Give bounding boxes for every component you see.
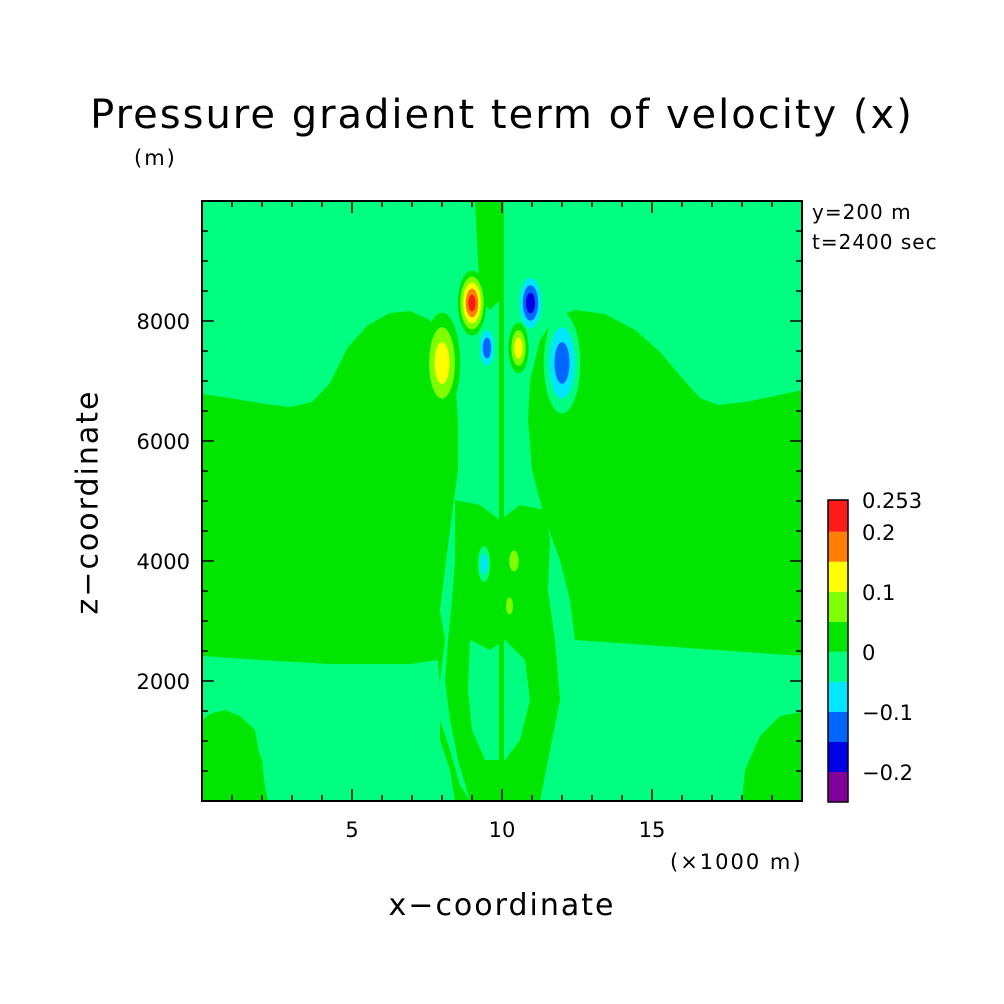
x-tick-label: 15 (639, 818, 666, 842)
colorbar-label: −0.2 (862, 761, 913, 785)
colorbar-swatch (828, 561, 848, 592)
x-axis-unit: (×1000 m) (670, 850, 803, 874)
contour-cell-0-level-4 (468, 294, 476, 312)
contour-cell-7-level-1 (509, 550, 519, 572)
y-axis-unit: (m) (134, 146, 177, 170)
x-tick-label: 5 (345, 818, 358, 842)
colorbar-swatch (828, 621, 848, 652)
colorbar-label: 0.2 (862, 521, 895, 545)
field-region-positive-right (528, 310, 802, 656)
y-tick-label: 2000 (137, 670, 190, 694)
annotation-t: t=2400 sec (812, 230, 938, 254)
contour-cell-4-level-2 (482, 337, 492, 359)
contour-cell-6-level-1 (480, 553, 488, 575)
contour-cell-3-level-2 (554, 342, 570, 384)
field-region-negative-lowerleft (202, 656, 455, 801)
y-tick-label: 6000 (137, 430, 190, 454)
y-tick-label: 4000 (137, 550, 190, 574)
annotation-y: y=200 m (812, 200, 912, 224)
colorbar-swatch (828, 681, 848, 712)
colorbar-frame (827, 499, 849, 803)
colorbar-swatch (828, 500, 848, 532)
colorbar-swatch (828, 651, 848, 682)
contour-cell-2-level-2 (434, 342, 450, 384)
colorbar-swatch (828, 531, 848, 562)
y-tick-label: 8000 (137, 310, 190, 334)
colorbar-max-label: 0.253 (862, 489, 922, 513)
colorbar-label: 0 (862, 641, 875, 665)
colorbar-swatch (828, 771, 848, 802)
field-center-seam (499, 201, 504, 766)
colorbar-swatch (828, 591, 848, 622)
contour-cell-1-level-3 (526, 292, 535, 314)
field-region-positive-corner-left (202, 712, 265, 801)
colorbar-label: 0.1 (862, 581, 895, 605)
field-region-positive-corner-right (742, 712, 802, 801)
x-axis-label: x−coordinate (388, 888, 616, 923)
contour-cell-5-level-2 (514, 337, 523, 359)
colorbar-label: −0.1 (862, 701, 913, 725)
chart-title: Pressure gradient term of velocity (x) (90, 92, 914, 138)
contour-cell-8-level-1 (506, 597, 513, 615)
colorbar-swatch (828, 711, 848, 742)
colorbar-swatch (828, 741, 848, 772)
x-tick-label: 10 (489, 818, 516, 842)
field-region-negative-lowerright (540, 640, 802, 801)
